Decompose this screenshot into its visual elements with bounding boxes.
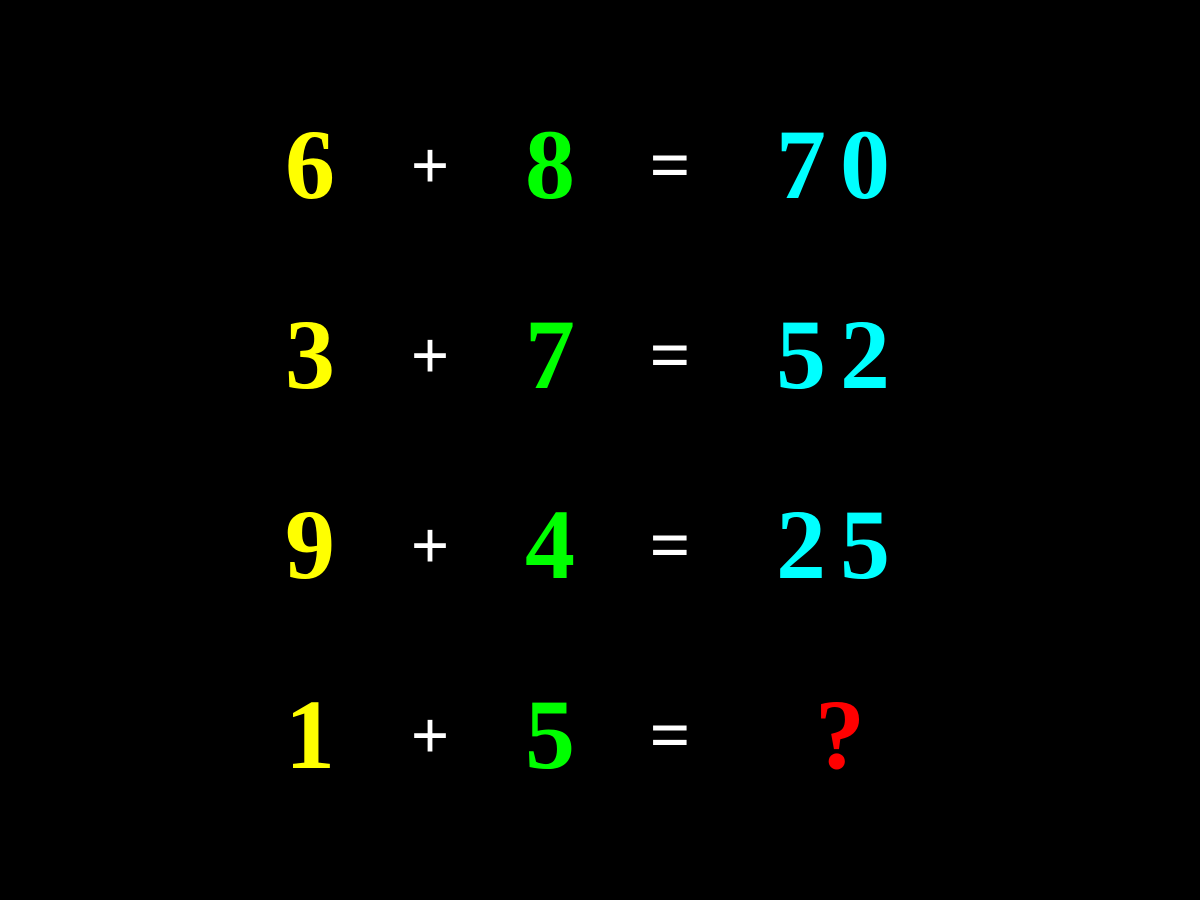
row-2-equals: = xyxy=(649,319,690,391)
row-4-unknown: ? xyxy=(815,685,865,785)
row-4-equals: = xyxy=(649,699,690,771)
row-3-operand-right: 4 xyxy=(525,495,575,595)
row-4-plus-operator: + xyxy=(411,701,450,769)
puzzle-grid: 6 + 8 = 70 3 + 7 = 52 9 + 4 = 25 1 + 5 =… xyxy=(240,75,960,825)
row-1-equals: = xyxy=(649,129,690,201)
row-3-operand-left: 9 xyxy=(285,495,335,595)
row-3-plus-operator: + xyxy=(411,511,450,579)
row-2-operand-left: 3 xyxy=(285,305,335,405)
row-2-operand-right: 7 xyxy=(525,305,575,405)
row-2-result: 52 xyxy=(776,305,904,405)
row-4-operand-right: 5 xyxy=(525,685,575,785)
row-3-equals: = xyxy=(649,509,690,581)
row-1-result: 70 xyxy=(776,115,904,215)
row-2-plus-operator: + xyxy=(411,321,450,389)
row-4-operand-left: 1 xyxy=(285,685,335,785)
row-1-operand-right: 8 xyxy=(525,115,575,215)
row-1-operand-left: 6 xyxy=(285,115,335,215)
row-1-plus-operator: + xyxy=(411,131,450,199)
row-3-result: 25 xyxy=(776,495,904,595)
